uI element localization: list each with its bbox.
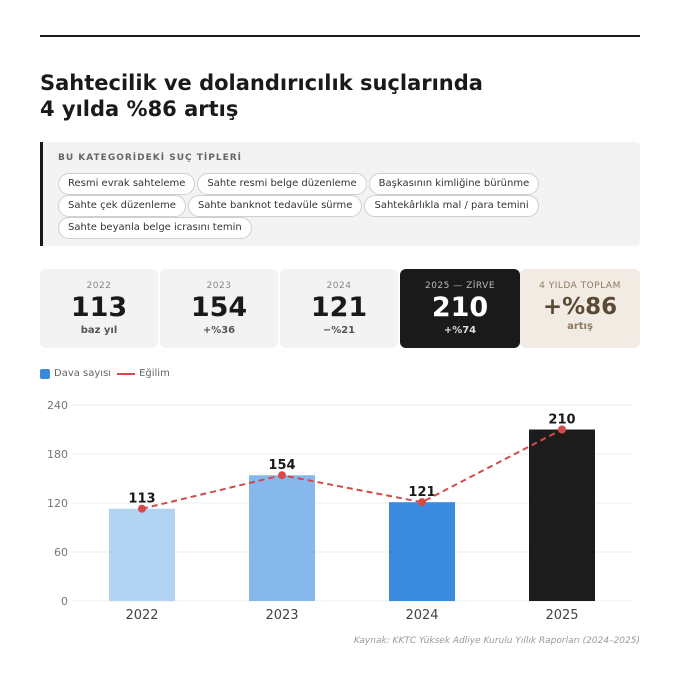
stat-value: 154 xyxy=(190,292,248,323)
x-tick-label: 2022 xyxy=(125,608,158,623)
stat-value: 113 xyxy=(70,292,128,323)
top-rule xyxy=(40,35,640,37)
legend-label-bars: Dava sayısı xyxy=(54,368,112,379)
bar-value-label: 113 xyxy=(128,492,155,507)
y-tick-label: 60 xyxy=(54,546,68,559)
stat-label: 4 YILDA TOPLAM xyxy=(539,281,621,291)
bar-value-label: 154 xyxy=(268,458,295,473)
stat-label: 2022 xyxy=(86,281,112,291)
crime-type-pill: Sahtekârlıkla mal / para temini xyxy=(364,195,539,217)
stat-sub: −%21 xyxy=(322,325,356,336)
y-tick-label: 240 xyxy=(47,399,68,412)
bar-value-label: 121 xyxy=(408,485,435,500)
stat-label: 2024 xyxy=(326,281,352,291)
bar xyxy=(389,502,455,601)
y-tick-label: 180 xyxy=(47,448,68,461)
legend-label-line: Eğilim xyxy=(139,368,170,379)
crime-types-heading: BU KATEGORİDEKİ SUÇ TİPLERİ xyxy=(58,153,242,163)
legend-item-line: Eğilim xyxy=(117,368,170,379)
stat-card-total: 4 YILDA TOPLAM +%86 artış xyxy=(520,269,640,348)
crime-types-list: Resmi evrak sahteleme Sahte resmi belge … xyxy=(58,173,638,239)
trend-point xyxy=(138,504,146,513)
trend-point xyxy=(278,471,286,480)
trend-line xyxy=(141,428,563,510)
crime-type-pill: Sahte banknot tedavüle sürme xyxy=(187,195,363,217)
stat-card-2024: 2024 121 −%21 xyxy=(280,269,398,348)
crime-types-box: BU KATEGORİDEKİ SUÇ TİPLERİ Resmi evrak … xyxy=(40,142,640,246)
crime-type-pill: Resmi evrak sahteleme xyxy=(58,173,196,195)
stat-value: +%86 xyxy=(542,294,618,320)
stat-sub: +%74 xyxy=(443,325,477,336)
legend-item-bars: Dava sayısı xyxy=(40,368,111,379)
stat-card-2022: 2022 113 baz yıl xyxy=(40,269,158,348)
stat-label: 2023 xyxy=(206,281,232,291)
x-tick-label: 2024 xyxy=(405,608,438,623)
stat-cards: 2022 113 baz yıl 2023 154 +%36 2024 121 … xyxy=(40,269,640,348)
page-title: Sahtecilik ve dolandırıcılık suçlarında … xyxy=(40,70,640,122)
stat-card-2025-peak: 2025 — ZİRVE 210 +%74 xyxy=(400,269,520,348)
bar-chart: 0 60 120 180 240 113 2022 154 2023 121 2024 210 2025 xyxy=(47,399,632,623)
x-tick-label: 2023 xyxy=(265,608,298,623)
x-tick-label: 2025 xyxy=(545,608,578,623)
bar xyxy=(529,429,595,601)
title-line-1: Sahtecilik ve dolandırıcılık suçlarında xyxy=(40,71,483,95)
title-line-2: 4 yılda %86 artış xyxy=(40,97,239,121)
source-note: Kaynak: KKTC Yüksek Adliye Kurulu Yıllık… xyxy=(353,636,640,646)
stat-label: 2025 — ZİRVE xyxy=(424,281,496,291)
stat-sub: artış xyxy=(567,321,593,332)
bar-value-label: 210 xyxy=(548,413,575,428)
legend-swatch-line xyxy=(117,372,136,375)
y-tick-label: 0 xyxy=(61,595,68,608)
trend-point xyxy=(558,425,566,434)
stat-value: 210 xyxy=(431,292,489,323)
stat-sub: +%36 xyxy=(202,325,236,336)
bar xyxy=(109,508,175,601)
y-tick-label: 120 xyxy=(47,497,68,510)
crime-type-pill: Sahte beyanla belge icrasını temin xyxy=(58,217,252,239)
stat-sub: baz yıl xyxy=(80,325,118,336)
crime-type-pill: Sahte çek düzenleme xyxy=(58,195,186,217)
chart-legend: Dava sayısı Eğilim xyxy=(40,368,170,379)
legend-swatch-bars xyxy=(40,368,50,379)
crime-type-pill: Başkasının kimliğine bürünme xyxy=(368,173,540,195)
bar xyxy=(249,475,315,601)
crime-type-pill: Sahte resmi belge düzenleme xyxy=(197,173,367,195)
trend-point xyxy=(418,498,426,507)
stat-card-2023: 2023 154 +%36 xyxy=(160,269,278,348)
stat-value: 121 xyxy=(310,292,368,323)
